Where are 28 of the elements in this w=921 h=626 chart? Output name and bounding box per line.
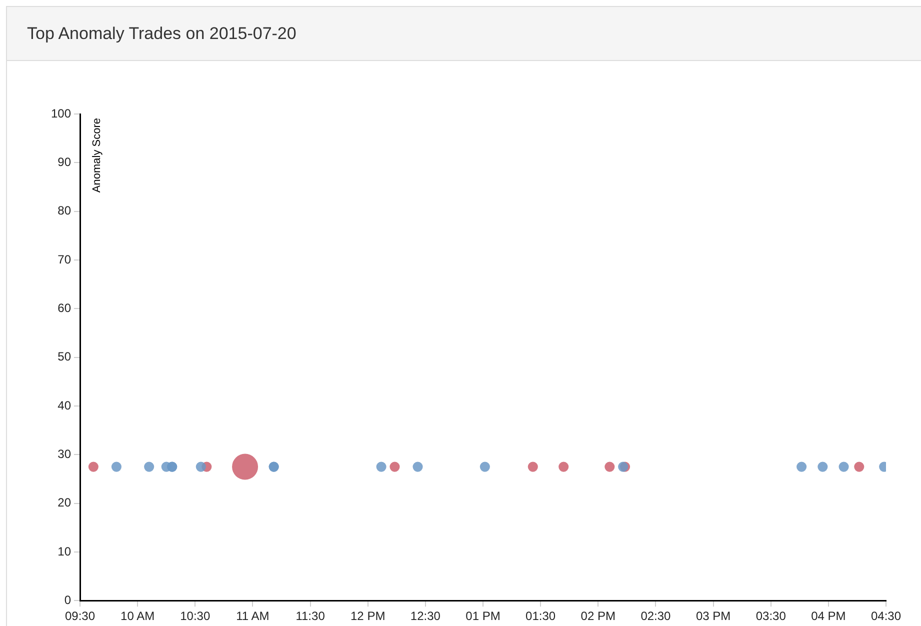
x-tick-label: 12:30	[410, 609, 441, 624]
y-tick-label: 100	[50, 106, 72, 120]
x-tick-label: 11:30	[296, 609, 326, 624]
y-tick-label: 40	[58, 398, 72, 412]
y-tick-label: 0	[64, 592, 72, 607]
y-tick-label: 70	[58, 252, 72, 266]
x-tick-label: 11 AM	[236, 609, 270, 624]
y-tick-label: 10	[58, 544, 72, 558]
x-tick-label: 10:30	[180, 609, 210, 624]
y-axis-title: Anomaly Score	[91, 118, 104, 193]
x-tick-label: 03:30	[756, 609, 786, 624]
x-tick-label: 01:30	[526, 609, 556, 624]
chart-title: Top Anomaly Trades on 2015-07-20	[7, 7, 921, 61]
y-tick-label: 50	[58, 350, 72, 364]
x-tick-label: 03 PM	[696, 609, 731, 624]
x-tick-label: 02 PM	[580, 609, 616, 624]
x-tick-label: 10 AM	[120, 609, 155, 624]
x-tick-label: 04:30	[870, 609, 902, 624]
y-tick-label: 90	[58, 154, 72, 169]
x-tick-label: 02:30	[640, 609, 672, 624]
y-tick-label: 80	[58, 204, 72, 218]
y-tick-label: 30	[58, 446, 72, 461]
x-tick-label: 12 PM	[350, 609, 386, 624]
y-tick-label: 20	[58, 496, 72, 510]
x-tick-label: 09:30	[64, 609, 96, 624]
y-tick-label: 60	[58, 300, 72, 315]
x-tick-label: 04 PM	[811, 609, 846, 624]
x-tick-label: 01 PM	[466, 609, 500, 624]
